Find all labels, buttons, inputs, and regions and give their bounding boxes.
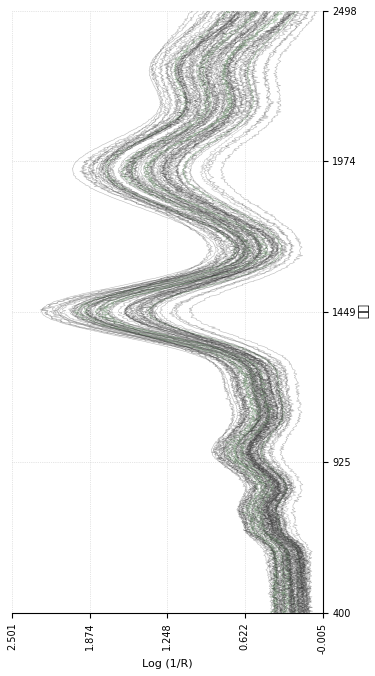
Y-axis label: 波长: 波长 (355, 304, 368, 319)
X-axis label: Log (1/R): Log (1/R) (142, 659, 193, 669)
